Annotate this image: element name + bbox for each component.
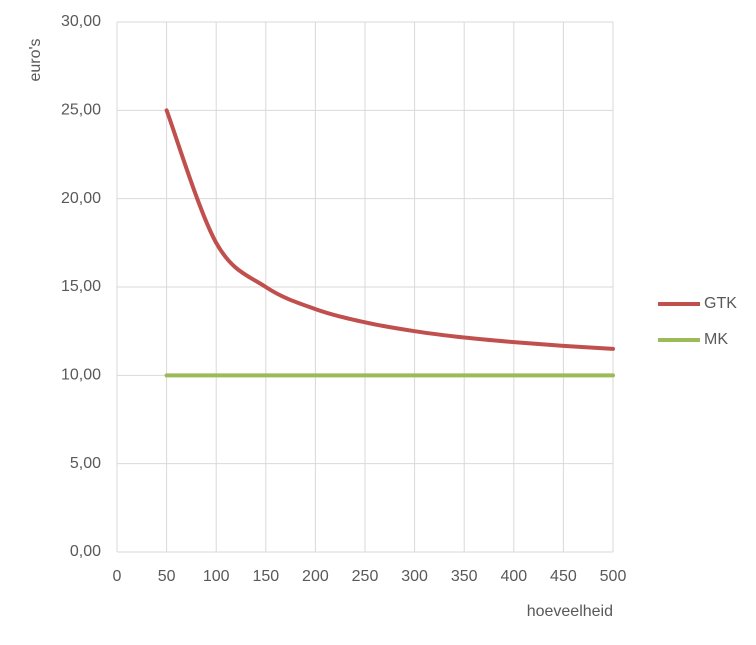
- x-axis-title: hoeveelheid: [527, 603, 613, 620]
- x-tick-label: 150: [252, 568, 279, 585]
- x-tick-label: 200: [302, 568, 329, 585]
- x-tick-label: 250: [352, 568, 379, 585]
- x-tick-label: 350: [451, 568, 478, 585]
- x-tick-label: 400: [500, 568, 527, 585]
- y-tick-label: 25,00: [61, 102, 101, 119]
- y-tick-label: 10,00: [61, 367, 101, 384]
- y-tick-label: 20,00: [61, 190, 101, 207]
- x-tick-label: 450: [550, 568, 577, 585]
- x-tick-label: 0: [113, 568, 122, 585]
- x-tick-label: 500: [600, 568, 627, 585]
- x-tick-label: 50: [158, 568, 176, 585]
- x-tick-label: 100: [203, 568, 230, 585]
- y-tick-label: 30,00: [61, 13, 101, 30]
- y-tick-label: 5,00: [70, 455, 101, 472]
- legend-label: GTK: [704, 295, 737, 312]
- x-tick-label: 300: [401, 568, 428, 585]
- series-line: [164, 108, 615, 351]
- y-tick-label: 15,00: [61, 278, 101, 295]
- y-axis-title: euro's: [27, 38, 44, 81]
- legend-label: MK: [704, 331, 728, 348]
- y-tick-label: 0,00: [70, 543, 101, 560]
